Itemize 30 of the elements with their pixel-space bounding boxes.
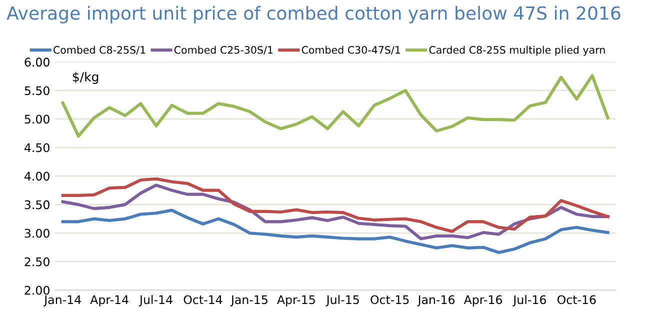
y-tick-label: 4.00	[24, 172, 50, 181]
x-tick-label: Jan-16	[417, 295, 455, 306]
legend-label: Carded C8-25S multiple plied yarn	[429, 46, 605, 56]
line-series	[61, 208, 610, 254]
chart-title: Average import unit price of combed cotton yarn below 47S in 2016	[6, 6, 620, 24]
x-tick-label: Apr-15	[277, 295, 315, 306]
legend-label: Combed C25-30S/1	[174, 46, 273, 55]
line-series	[61, 177, 610, 233]
y-tick-label: 3.50	[24, 200, 50, 210]
legend-label: Combed C30-47S/1	[302, 46, 400, 55]
x-tick-label: Jul-14	[138, 295, 172, 306]
y-tick-label: 2.50	[24, 257, 50, 266]
line-series	[61, 184, 610, 240]
x-tick-label: Oct-14	[184, 295, 222, 304]
y-tick-label: 4.50	[24, 143, 50, 152]
x-tick-label: Jan-15	[230, 295, 268, 306]
x-tick-label: Oct-16	[557, 295, 596, 304]
x-tick-label: Apr-16	[464, 295, 502, 306]
y-tick-label: 2.00	[24, 286, 50, 295]
y-tick-label: 6.00	[24, 58, 50, 67]
x-tick-label: Jul-16	[512, 295, 546, 306]
y-tick-label: 3.00	[24, 228, 50, 238]
x-tick-label: Apr-14	[90, 295, 128, 306]
y-tick-label: 5.00	[24, 114, 50, 124]
legend-label: Combed C8-25S/1	[54, 46, 146, 55]
y-tick-label: 5.50	[24, 86, 50, 96]
x-tick-label: Jul-15	[326, 295, 359, 306]
x-tick-label: Oct-15	[370, 295, 409, 304]
x-tick-label: Jan-14	[44, 295, 81, 306]
y-axis-title: $/kg	[72, 72, 98, 84]
